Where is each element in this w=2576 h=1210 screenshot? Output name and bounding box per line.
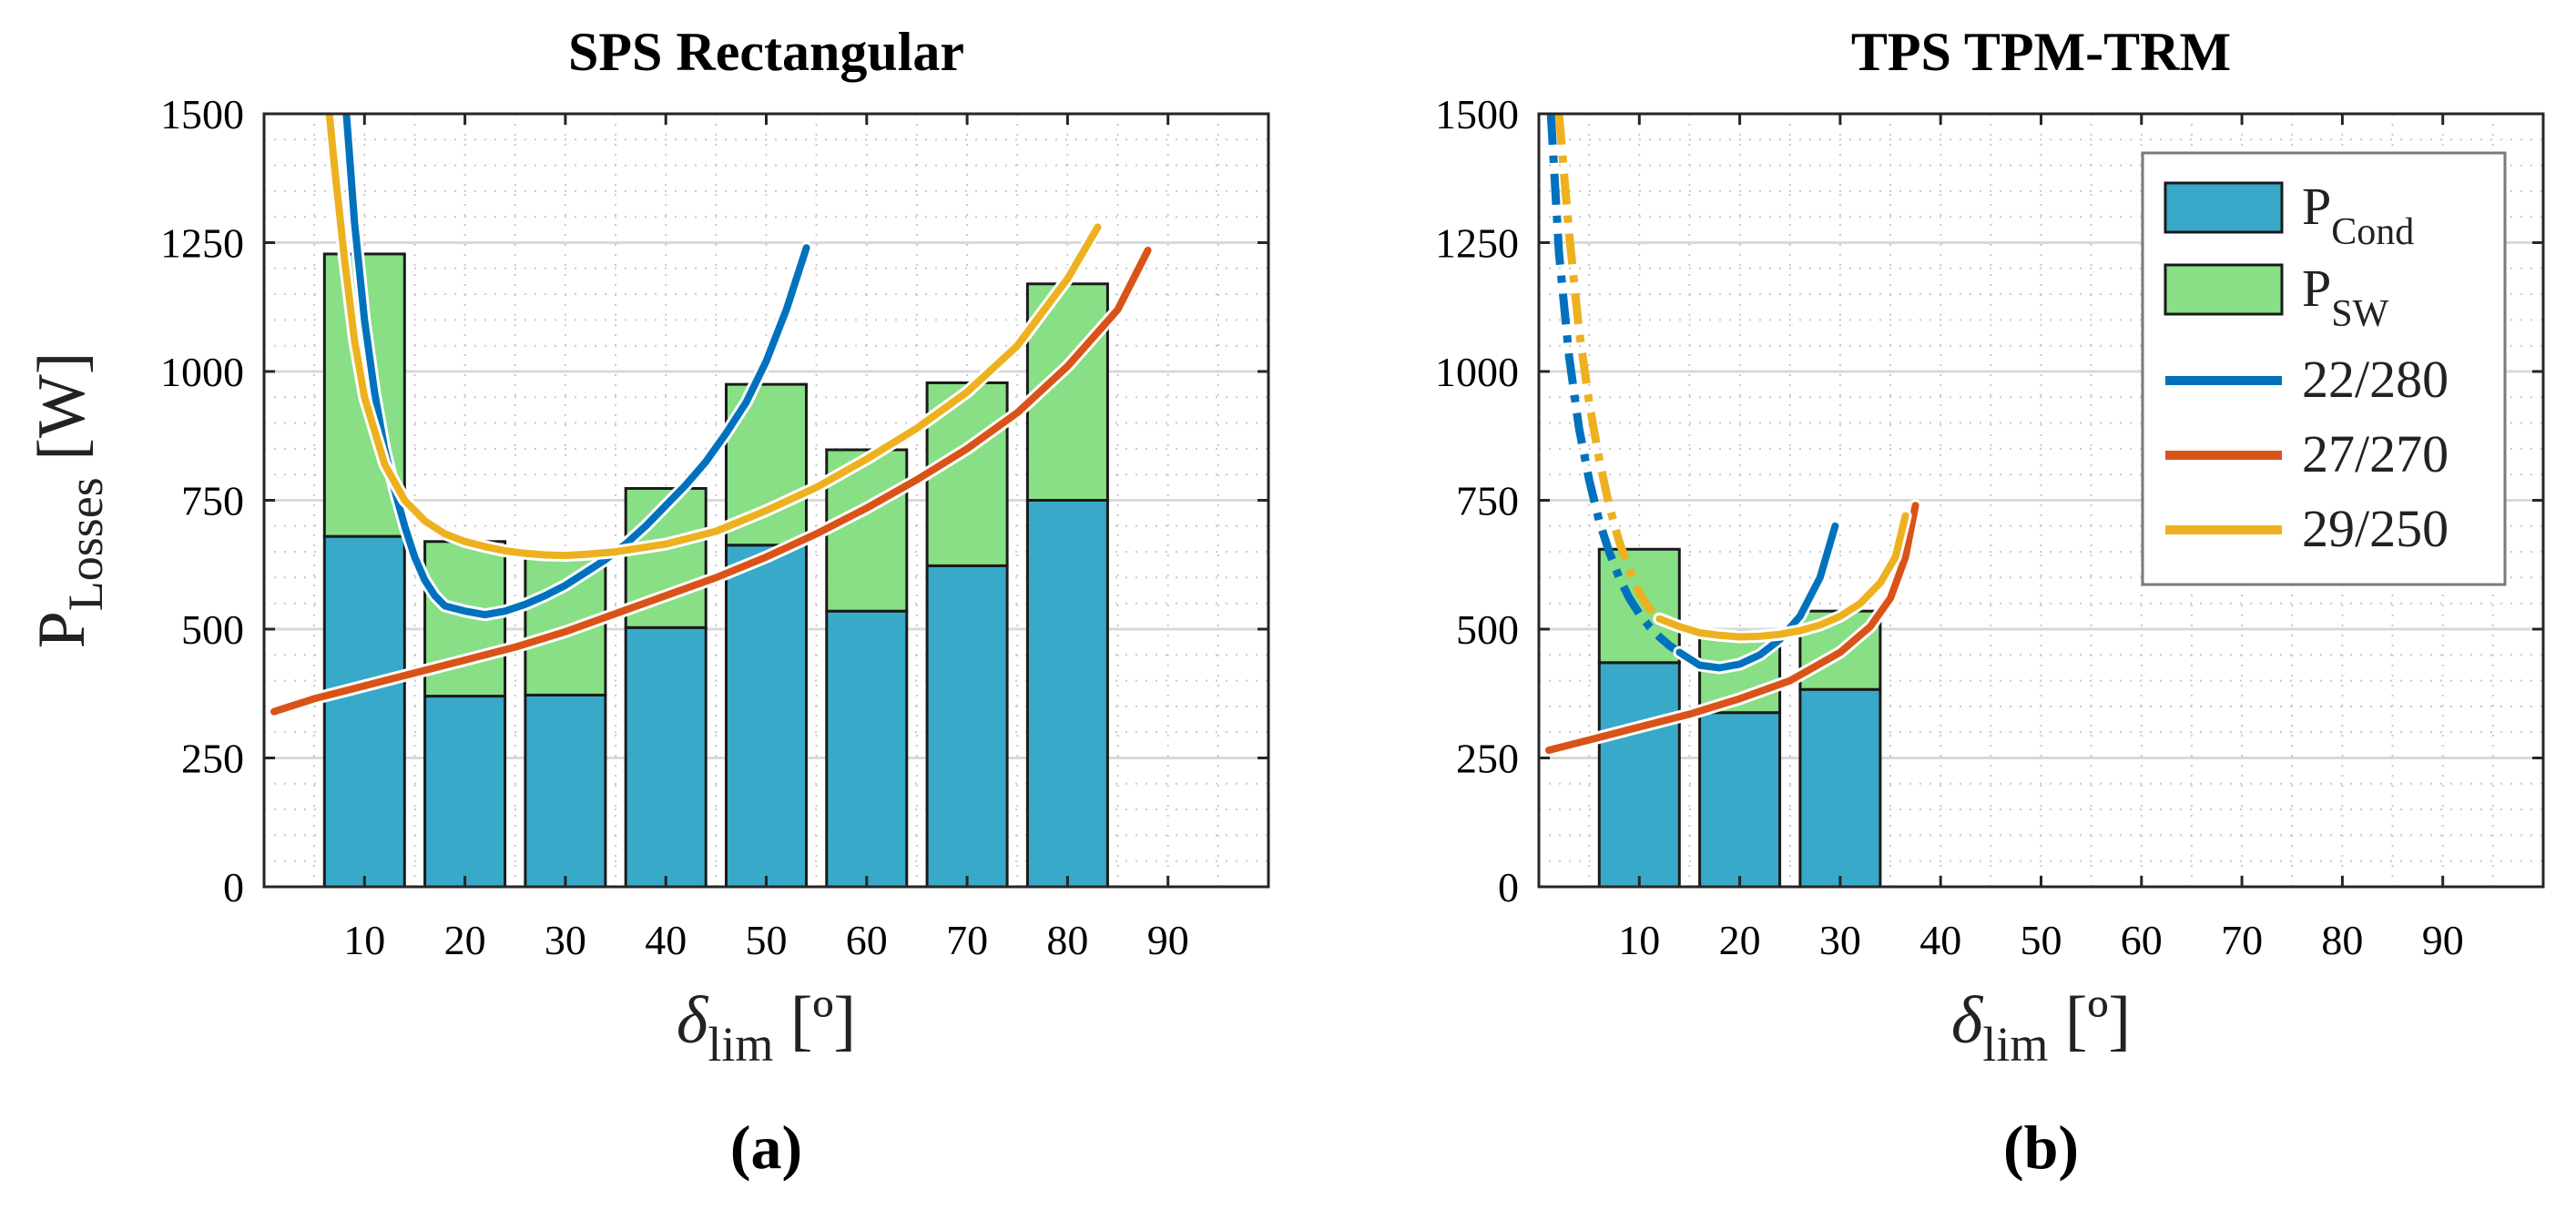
x-axis-label-unit: [º] — [773, 983, 856, 1058]
x-tick-label: 30 — [1819, 917, 1861, 963]
bar-cond — [725, 544, 808, 889]
legend-label: 22/280 — [2302, 350, 2449, 409]
legend-label-main: 27/270 — [2302, 424, 2449, 483]
y-tick-label: 250 — [1456, 736, 1519, 782]
y-tick-label: 0 — [1498, 864, 1519, 910]
legend-swatch — [2164, 181, 2284, 234]
x-axis-label-symbol: δ — [1951, 983, 1984, 1058]
x-axis-label-sub: lim — [1982, 1017, 2048, 1072]
y-tick-label: 250 — [181, 736, 244, 782]
y-tick-label: 1000 — [160, 349, 244, 395]
y-axis-label-unit: [W] — [25, 352, 99, 478]
ticks: 0 250 500 750 1000 1250 1500 10 20 30 40 50 60 70 80 90 — [1435, 91, 2543, 963]
chart-title: SPS Rectangular — [568, 22, 964, 82]
bar-cond — [322, 534, 406, 889]
bar-cond — [925, 564, 1009, 889]
series-lines — [268, 114, 1155, 718]
y-tick-label: 1250 — [160, 220, 244, 267]
y-tick-label: 750 — [1456, 478, 1519, 524]
series-line-29-250 — [1655, 512, 1909, 641]
x-axis-label-unit: [º] — [2048, 983, 2131, 1058]
x-tick-label: 50 — [746, 917, 788, 963]
x-tick-label: 80 — [1046, 917, 1088, 963]
bar-cond — [624, 625, 708, 889]
series-line-dashed-22-280 — [1546, 114, 1682, 656]
legend-swatch — [2164, 263, 2284, 316]
y-tick-label: 750 — [181, 478, 244, 524]
panel-label: (b) — [2003, 1113, 2079, 1182]
legend-label-sub: SW — [2331, 293, 2388, 335]
x-tick-label: 30 — [545, 917, 586, 963]
legend-label: 27/270 — [2302, 424, 2449, 483]
x-tick-label: 40 — [1919, 917, 1961, 963]
legend-label: PSW — [2302, 259, 2389, 335]
bar-cond — [423, 695, 507, 889]
bar-cond — [1798, 687, 1882, 889]
legend-entry: PSW — [2164, 259, 2389, 335]
panel-b: 0 250 500 750 1000 1250 1500 10 20 30 40 50 60 70 80 90… — [1435, 22, 2545, 1182]
legend-label-main: P — [2302, 259, 2331, 318]
bar-cond — [825, 609, 909, 889]
y-tick-label: 500 — [1456, 606, 1519, 653]
series-line-27-270 — [270, 247, 1152, 716]
x-tick-label: 10 — [1618, 917, 1660, 963]
y-axis-label-sub: Losses — [58, 477, 113, 611]
bars — [322, 252, 1109, 889]
y-axis-label: PLosses [W] — [25, 352, 113, 649]
legend-entry: 29/250 — [2165, 499, 2449, 558]
y-tick-label: 0 — [223, 864, 244, 910]
bar-cond — [1025, 499, 1109, 889]
x-tick-label: 60 — [846, 917, 888, 963]
ticks: 0 250 500 750 1000 1250 1500 10 20 30 40 50 60 70 80 90 — [160, 91, 1268, 963]
x-tick-label: 60 — [2121, 917, 2163, 963]
y-tick-label: 500 — [181, 606, 244, 653]
series-lines — [1543, 114, 1922, 757]
panel-a: 0 250 500 750 1000 1250 1500 10 20 30 40 50 60 70 80 90… — [25, 22, 1270, 1182]
series-line-27-270 — [1545, 502, 1919, 754]
legend-label: PCond — [2302, 177, 2414, 253]
chart-title: TPS TPM-TRM — [1851, 22, 2231, 82]
x-tick-label: 10 — [343, 917, 385, 963]
legend-label: 29/250 — [2302, 499, 2449, 558]
x-tick-label: 70 — [2221, 917, 2263, 963]
legend-entry: 22/280 — [2165, 350, 2449, 409]
x-tick-label: 20 — [1719, 917, 1761, 963]
panel-label: (a) — [730, 1113, 802, 1182]
y-axis-label-symbol: P — [25, 611, 99, 648]
legend-label-sub: Cond — [2331, 211, 2414, 253]
legend-label-main: 22/280 — [2302, 350, 2449, 409]
x-tick-label: 20 — [444, 917, 486, 963]
y-tick-label: 1250 — [1435, 220, 1519, 267]
bar-cond — [524, 693, 607, 889]
x-axis-label: δlim [º] — [1951, 983, 2131, 1072]
x-axis-label-symbol: δ — [677, 983, 709, 1058]
y-tick-label: 1500 — [160, 91, 244, 137]
series-line-29-250 — [325, 114, 1102, 560]
legend-entry: 27/270 — [2165, 424, 2449, 483]
legend-label-main: 29/250 — [2302, 499, 2449, 558]
y-tick-label: 1000 — [1435, 349, 1519, 395]
x-tick-label: 80 — [2321, 917, 2363, 963]
series-line-22-280 — [1675, 522, 1839, 672]
bar-cond — [1597, 661, 1681, 889]
series-line-dashed-29-250 — [1554, 114, 1663, 622]
x-tick-label: 90 — [1147, 917, 1189, 963]
x-axis-label-sub: lim — [708, 1017, 773, 1072]
x-tick-label: 40 — [645, 917, 687, 963]
x-axis-label: δlim [º] — [677, 983, 856, 1072]
y-tick-label: 1500 — [1435, 91, 1519, 137]
bar-cond — [1698, 711, 1782, 889]
legend-label-main: P — [2302, 177, 2331, 236]
x-tick-label: 70 — [946, 917, 988, 963]
legend-entry: PCond — [2164, 177, 2414, 253]
x-tick-label: 90 — [2422, 917, 2464, 963]
x-tick-label: 50 — [2021, 917, 2062, 963]
